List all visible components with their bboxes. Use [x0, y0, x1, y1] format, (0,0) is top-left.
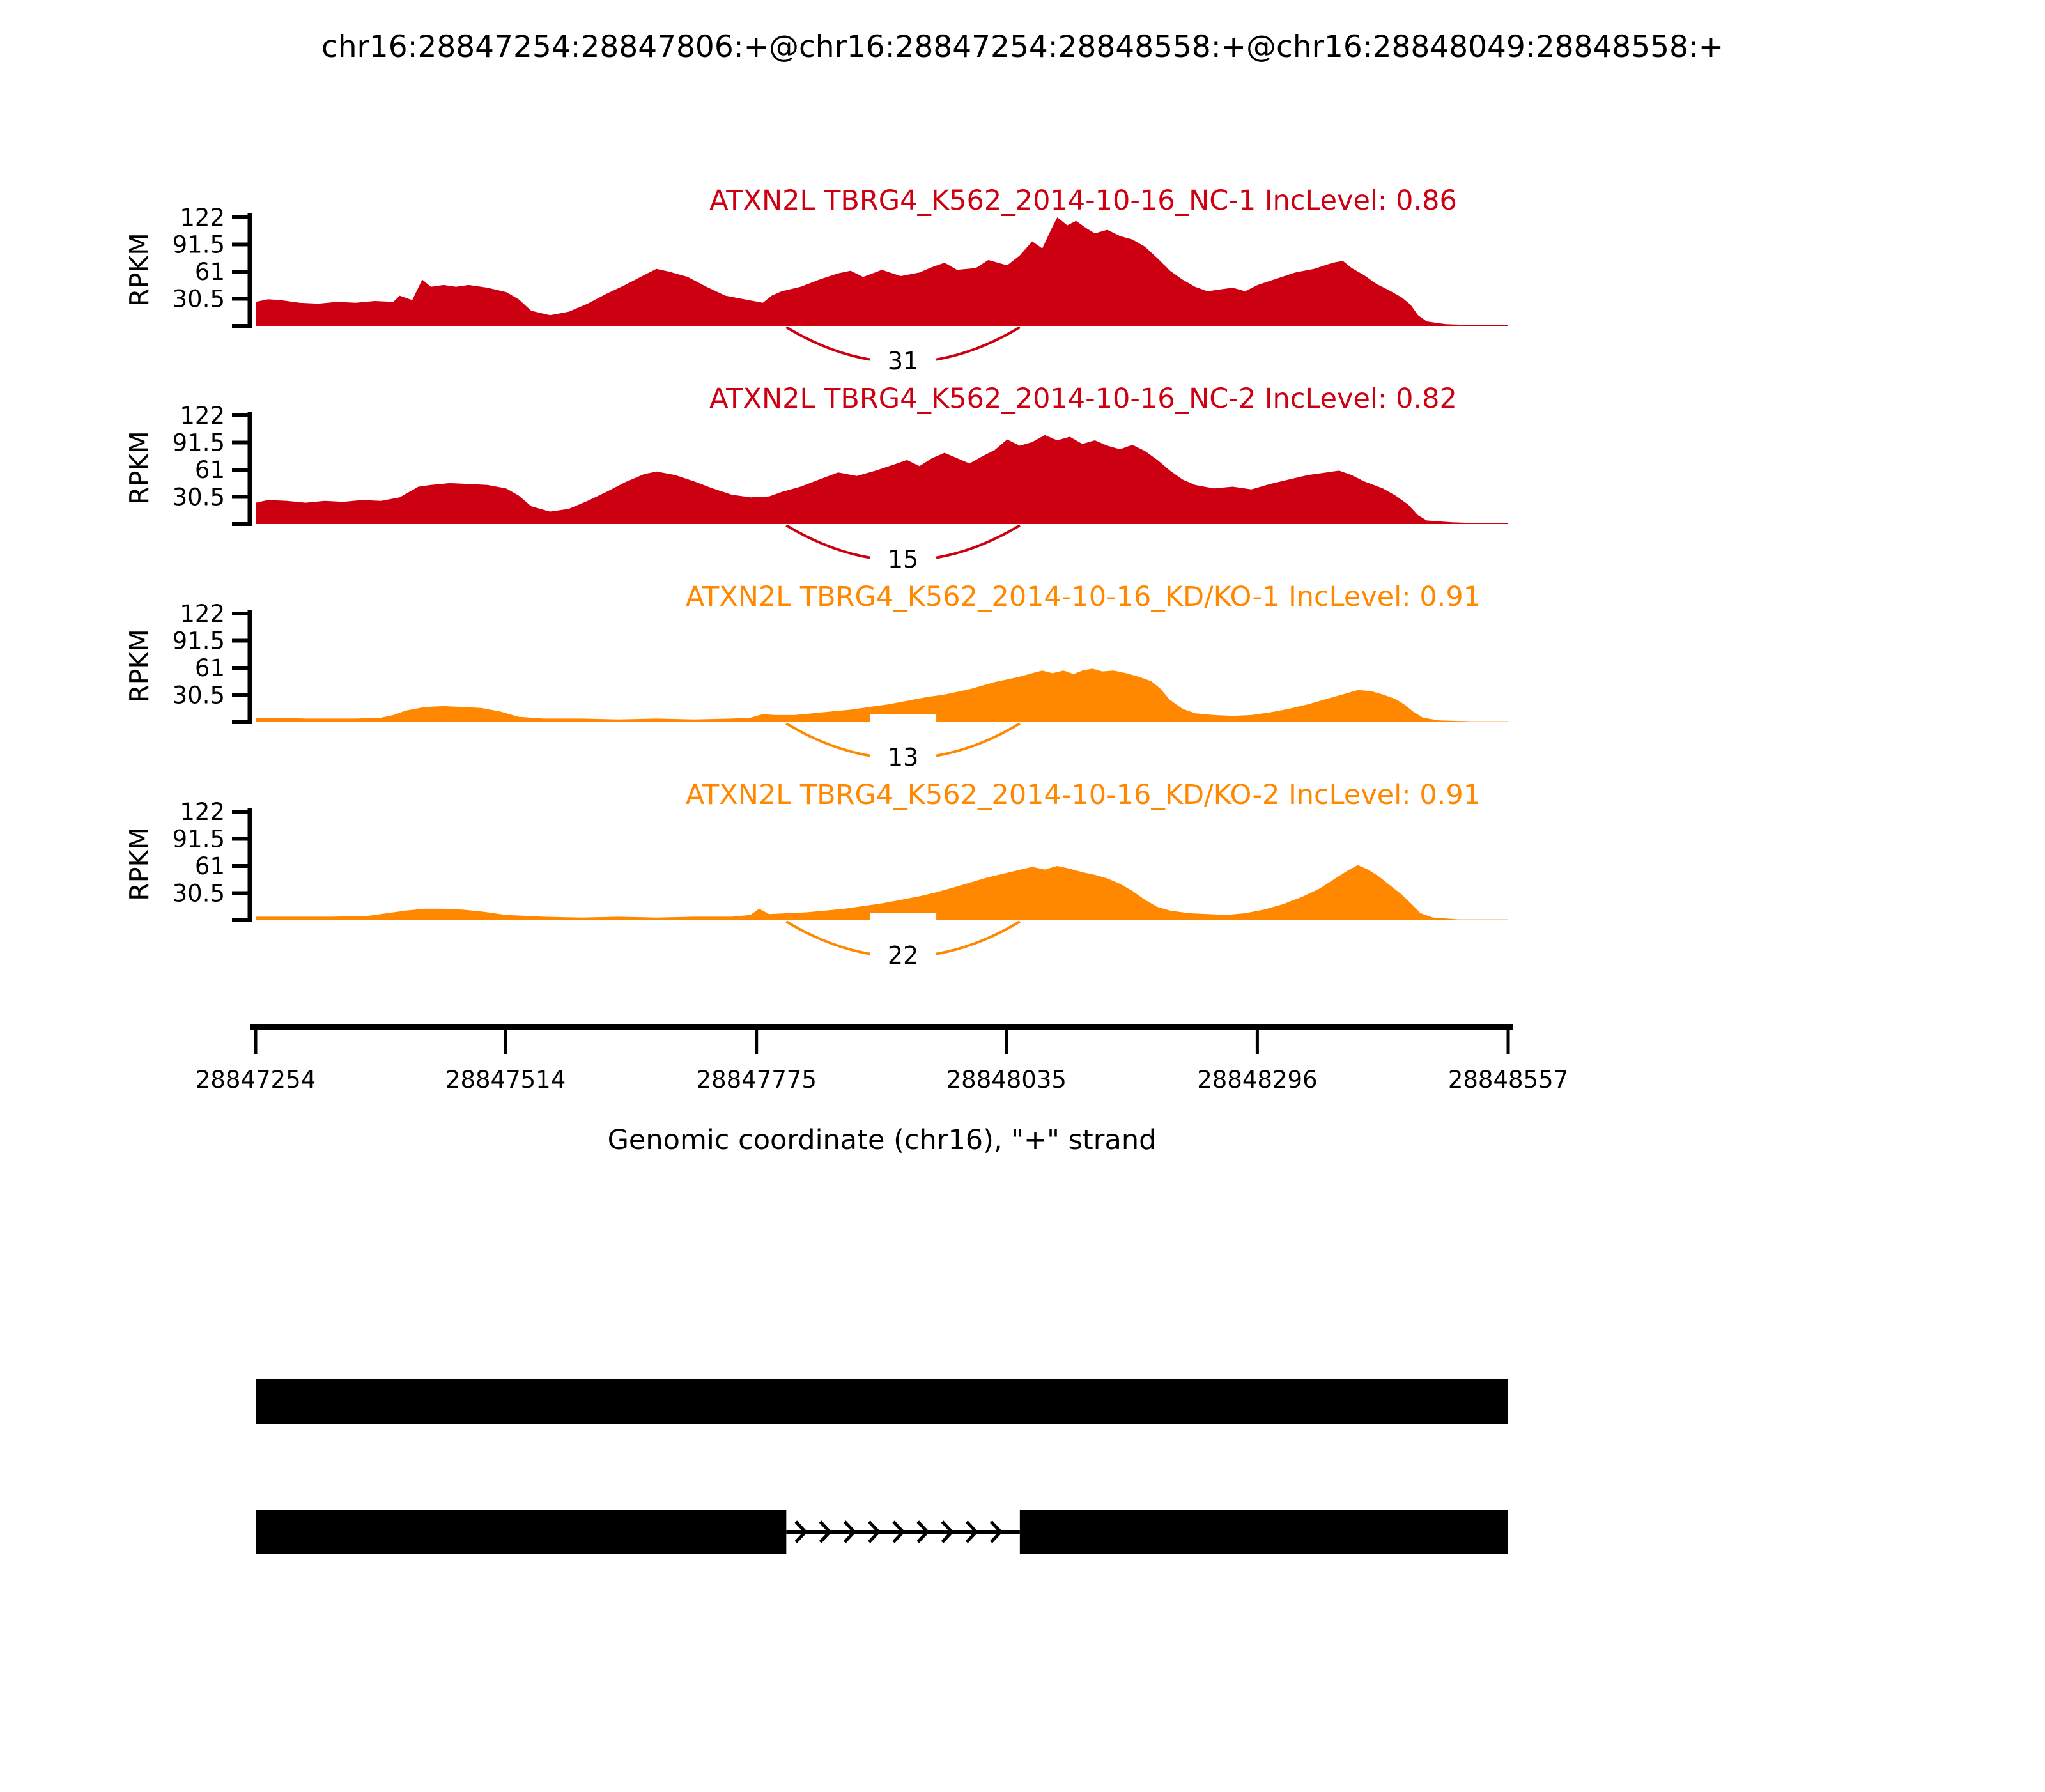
y-tick-label: 30.5	[173, 880, 225, 908]
x-tick-label: 28847514	[445, 1066, 566, 1093]
y-tick-label: 61	[195, 258, 225, 286]
strand-arrow-icon	[892, 1520, 906, 1543]
junction-count-bbox	[870, 714, 937, 773]
y-tick-label: 61	[195, 654, 225, 682]
junction-count-bbox	[870, 913, 937, 971]
track-label: ATXN2L TBRG4_K562_2014-10-16_NC-2 IncLev…	[709, 383, 1457, 415]
track-label: ATXN2L TBRG4_K562_2014-10-16_NC-1 IncLev…	[709, 185, 1457, 217]
junction-count-label: 13	[888, 743, 918, 771]
x-axis-title: Genomic coordinate (chr16), "+" strand	[608, 1124, 1157, 1156]
track-label: ATXN2L TBRG4_K562_2014-10-16_KD/KO-2 Inc…	[686, 779, 1481, 811]
junction-count-bbox	[870, 528, 937, 587]
y-tick-label: 91.5	[173, 826, 225, 853]
x-tick-label: 28848035	[946, 1066, 1067, 1093]
y-tick-label: 91.5	[173, 628, 225, 655]
y-tick-label: 91.5	[173, 429, 225, 457]
strand-arrow-icon	[843, 1520, 857, 1543]
coverage-area-track-2	[256, 435, 1508, 524]
strand-arrow-icon	[819, 1520, 832, 1543]
x-tick-label: 28848296	[1197, 1066, 1317, 1093]
y-tick-label: 30.5	[173, 682, 225, 709]
coverage-area-track-3	[256, 668, 1508, 722]
coverage-area-track-1	[256, 217, 1508, 326]
junction-count-bbox	[870, 330, 937, 389]
x-tick-label: 28848557	[1448, 1066, 1568, 1093]
track-label: ATXN2L TBRG4_K562_2014-10-16_KD/KO-1 Inc…	[686, 581, 1481, 613]
x-tick-label: 28847254	[196, 1066, 316, 1093]
strand-arrow-icon	[916, 1520, 930, 1543]
y-axis-title: RPKM	[124, 431, 155, 504]
y-tick-label: 122	[180, 600, 225, 628]
y-tick-label: 122	[180, 798, 225, 826]
y-tick-label: 122	[180, 402, 225, 429]
y-axis-title: RPKM	[124, 233, 155, 306]
strand-arrow-icon	[941, 1520, 954, 1543]
y-axis-title: RPKM	[124, 827, 155, 900]
junction-count-label: 31	[888, 347, 918, 375]
y-tick-label: 61	[195, 853, 225, 880]
gene-exon	[256, 1510, 787, 1554]
y-tick-label: 61	[195, 456, 225, 484]
y-tick-label: 91.5	[173, 231, 225, 259]
y-axis-title: RPKM	[124, 629, 155, 702]
x-tick-label: 28847775	[697, 1066, 817, 1093]
gene-exon	[256, 1379, 1508, 1424]
strand-arrow-icon	[868, 1520, 881, 1543]
gene-exon	[1019, 1510, 1508, 1554]
figure-title: chr16:28847254:28847806:+@chr16:28847254…	[321, 29, 1724, 65]
junction-count-label: 22	[888, 941, 918, 969]
strand-arrow-icon	[990, 1520, 1003, 1543]
y-tick-label: 30.5	[173, 484, 225, 511]
strand-arrow-icon	[965, 1520, 979, 1543]
y-tick-label: 122	[180, 204, 225, 231]
coverage-area-track-4	[256, 865, 1508, 920]
y-tick-label: 30.5	[173, 286, 225, 313]
strand-arrow-icon	[794, 1520, 808, 1543]
junction-count-label: 15	[888, 545, 918, 573]
